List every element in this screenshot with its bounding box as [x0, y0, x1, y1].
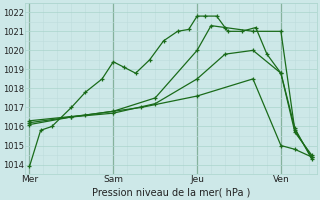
- X-axis label: Pression niveau de la mer( hPa ): Pression niveau de la mer( hPa ): [92, 187, 251, 197]
